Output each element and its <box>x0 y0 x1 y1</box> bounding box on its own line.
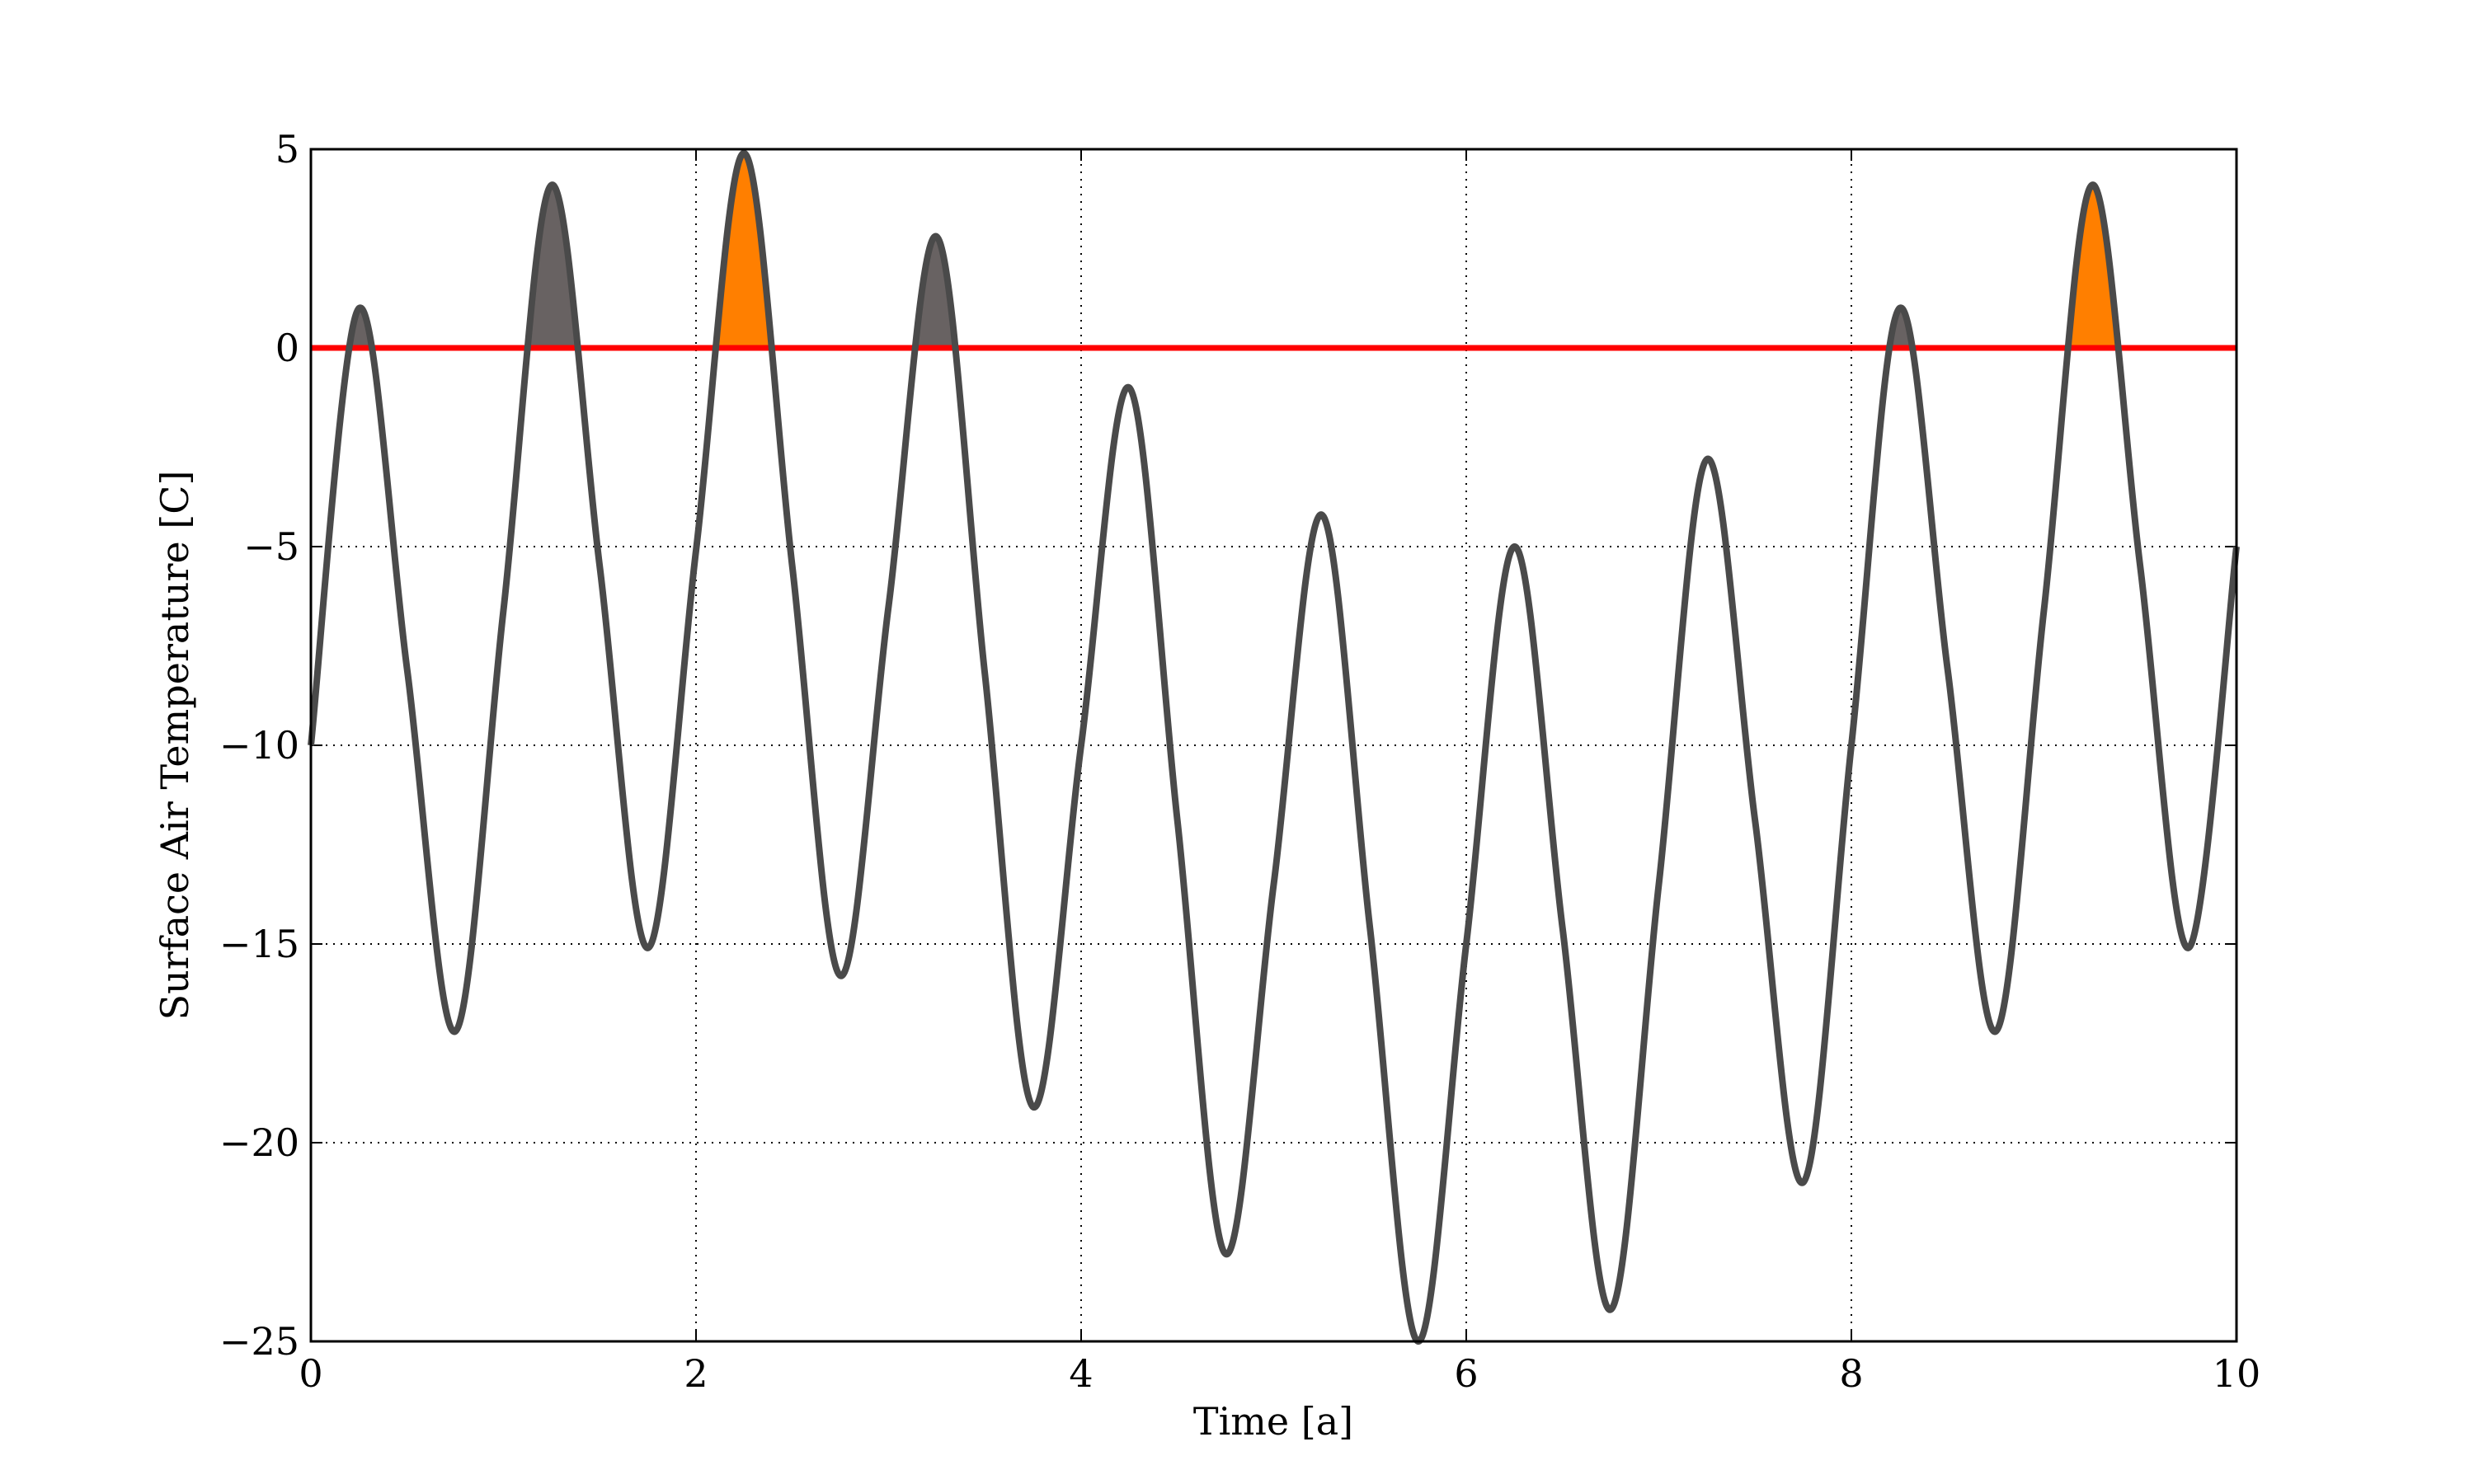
y-tick-label: 5 <box>275 127 299 171</box>
y-tick-label: −10 <box>219 723 299 768</box>
x-tick-label: 2 <box>684 1351 708 1396</box>
highlight-group <box>2044 185 2141 348</box>
highlight-group <box>696 153 793 348</box>
x-tick-label: 8 <box>1839 1351 1863 1396</box>
x-axis-label: Time [a] <box>1193 1399 1353 1444</box>
x-tick-label: 10 <box>2213 1351 2261 1396</box>
x-tick-label: 6 <box>1454 1351 1478 1396</box>
x-tick-label: 0 <box>299 1351 322 1396</box>
y-axis-label: Surface Air Temperature [C] <box>153 471 197 1021</box>
highlight-fill <box>2044 185 2141 348</box>
y-tick-label: −25 <box>219 1319 299 1364</box>
x-tick-label: 4 <box>1069 1351 1093 1396</box>
plot-frame <box>309 148 2238 1343</box>
y-tick-label: −5 <box>243 524 299 569</box>
y-tick-label: 0 <box>275 326 299 370</box>
y-tick-label: −15 <box>219 922 299 966</box>
highlight-fill <box>696 153 793 348</box>
y-tick-label: −20 <box>219 1120 299 1165</box>
fill-above <box>311 153 2236 348</box>
data-line <box>308 149 2240 1345</box>
